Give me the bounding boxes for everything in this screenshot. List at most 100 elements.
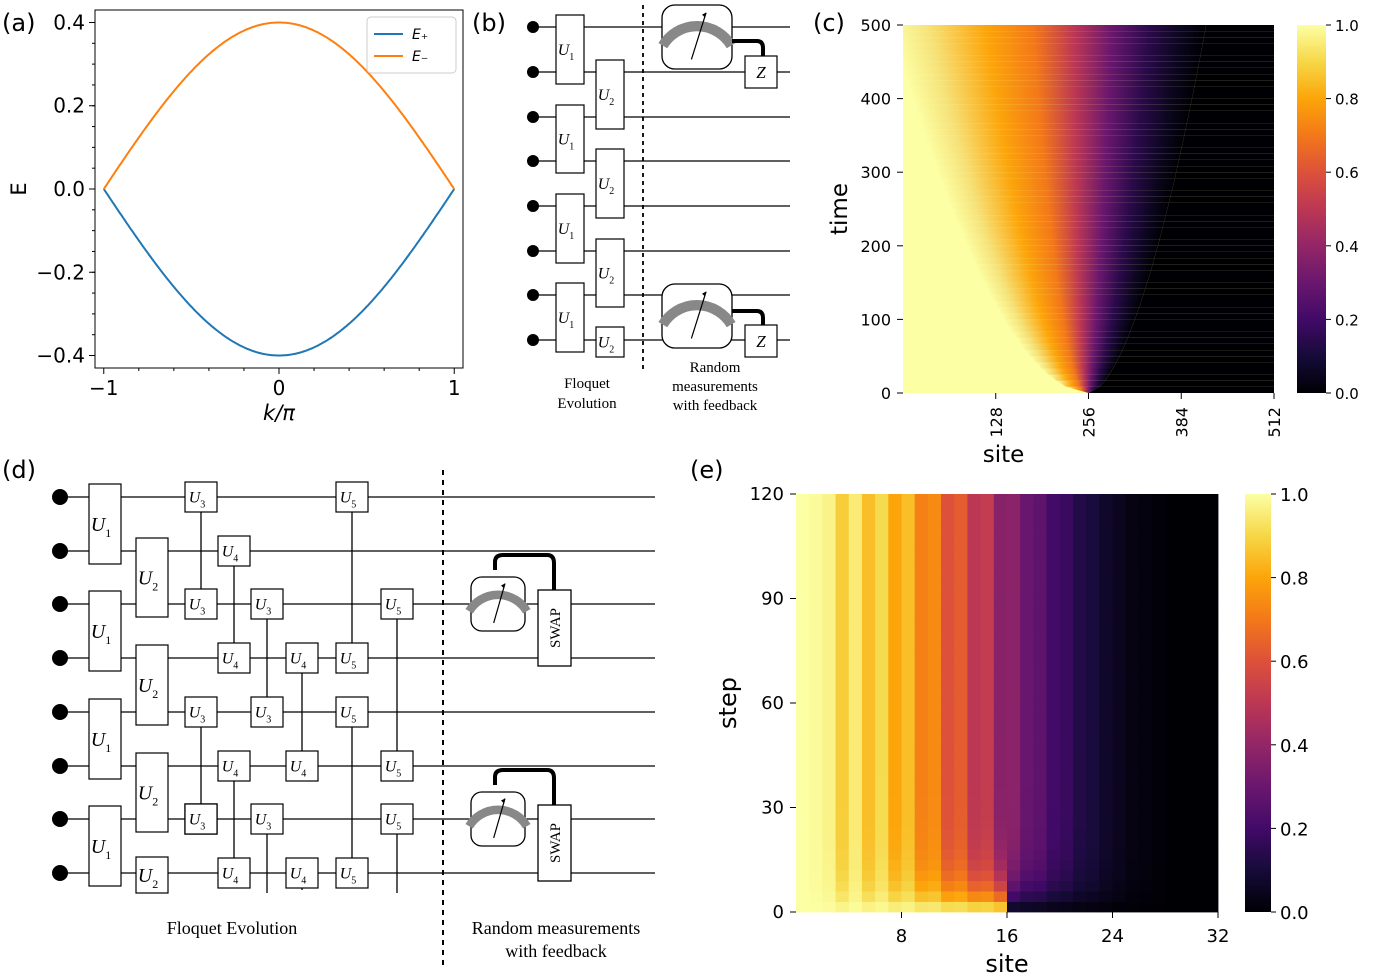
e-heatmap-cell [1152,650,1166,662]
e-heatmap-cell [927,588,942,599]
gate-U4 [285,642,319,674]
e-heatmap-cell [1099,797,1113,808]
e-heatmap-cell [1046,650,1061,662]
e-heatmap-cell [1020,608,1034,620]
e-heatmap-cell [796,859,810,871]
e-heatmap-cell [914,556,929,568]
c-heatmap-band [945,190,1172,197]
b-z-gate [744,324,778,358]
e-heatmap-cell [980,577,995,589]
gate-U4 [217,750,251,782]
e-heatmap-cell [1046,608,1061,620]
e-heatmap-cell [941,650,955,662]
e-heatmap-cell [835,849,850,861]
e-heatmap-cell [809,588,823,599]
e-heatmap-cell [822,504,836,516]
e-heatmap-cell [1033,650,1047,662]
e-heatmap-cell [796,514,810,526]
e-heatmap-cell [796,755,810,767]
e-heatmap-cell [1178,723,1193,735]
e-heatmap-cell [1099,514,1113,526]
e-heatmap-cell [1046,891,1061,902]
e-heatmap-cell [1138,786,1153,798]
c-heatmap-band [915,104,1191,111]
e-heatmap-cell [914,901,929,913]
gate-U2-subscript: 2 [152,687,158,701]
e-heatmap-cell [941,849,955,861]
b-z-gate-label: Z [756,332,766,351]
e-heatmap-cell [796,619,810,631]
e-heatmap-cell [1191,619,1206,631]
e-heatmap-cell [1033,671,1047,683]
e-heatmap-cell [1072,692,1087,704]
e-heatmap-cell [796,556,810,568]
e-heatmap-cell [927,608,942,620]
e-heatmap-cell [1178,567,1193,578]
c-heatmap-dark [1176,166,1274,173]
e-heatmap-cell [796,650,810,662]
e-heatmap-cell [1086,619,1100,631]
e-heatmap-cell [1020,723,1034,735]
e-heatmap-cell [980,755,995,767]
e-heatmap-cell [1059,838,1074,850]
gate-U2-subscript: 2 [152,580,158,594]
e-heatmap-cell [1020,588,1034,599]
e-heatmap-cell [1086,535,1100,547]
e-heatmap-cell [1099,535,1113,547]
e-heatmap-cell [1072,870,1087,882]
e-heatmap-cell [1204,828,1219,840]
e-heatmap-cell [1204,588,1219,599]
e-heatmap-cell [1072,880,1087,892]
e-heatmap-cell [822,640,836,652]
c-heatmap-dark [1174,172,1274,179]
e-heatmap-cell [927,650,942,662]
gate-U4-subscript: 4 [233,768,238,779]
e-heatmap-cell [1020,525,1034,537]
e-heatmap-cell [901,703,916,714]
e-heatmap-cell [1099,692,1113,704]
e-heatmap-cell [967,546,982,558]
e-heatmap-cell [888,776,902,787]
e-heatmap-cell [848,807,863,819]
e-heatmap-cell [1046,838,1061,850]
e-heatmap-cell [1191,723,1206,735]
e-heatmap-cell [1178,828,1193,840]
e-heatmap-cell [914,786,929,798]
a-series-line-2 [102,21,456,190]
e-heatmap-cell [927,713,942,725]
e-heatmap-cell [809,661,823,673]
e-heatmap-cell [980,838,995,850]
e-heatmap-cell [1165,598,1179,610]
a-ytick-label: −0.4 [36,344,85,368]
c-heatmap-dark [1154,251,1274,259]
e-heatmap-cell [1125,598,1140,610]
e-heatmap-cell [967,629,982,641]
c-heatmap-dark [1184,129,1274,136]
c-ytick-label: 500 [860,16,891,35]
c-heatmap-band [933,159,1179,167]
e-heatmap-cell [1204,650,1219,662]
e-heatmap-cell [1125,692,1140,704]
c-heatmap-band [1021,343,1126,351]
e-heatmap-cell [1099,567,1113,578]
e-heatmap-cell [1007,661,1021,673]
e-heatmap-cell [1033,504,1047,516]
e-heatmap-cell [1099,849,1113,861]
c-xtick-label: 256 [1080,407,1099,438]
e-heatmap-cell [967,567,982,578]
e-heatmap-cell [927,786,942,798]
e-heatmap-cell [861,776,876,787]
e-heatmap-cell [954,765,968,777]
e-heatmap-cell [941,765,955,777]
e-heatmap-cell [1072,797,1087,808]
e-heatmap-cell [1072,849,1087,861]
e-heatmap-cell [954,588,968,599]
e-heatmap-cell [1046,755,1061,767]
e-heatmap-cell [1138,817,1153,829]
e-heatmap-cell [954,546,968,558]
e-heatmap-cell [1007,598,1021,610]
c-heatmap-dark [1167,202,1274,209]
c-heatmap-band [931,153,1181,160]
e-heatmap-cell [1099,901,1113,913]
